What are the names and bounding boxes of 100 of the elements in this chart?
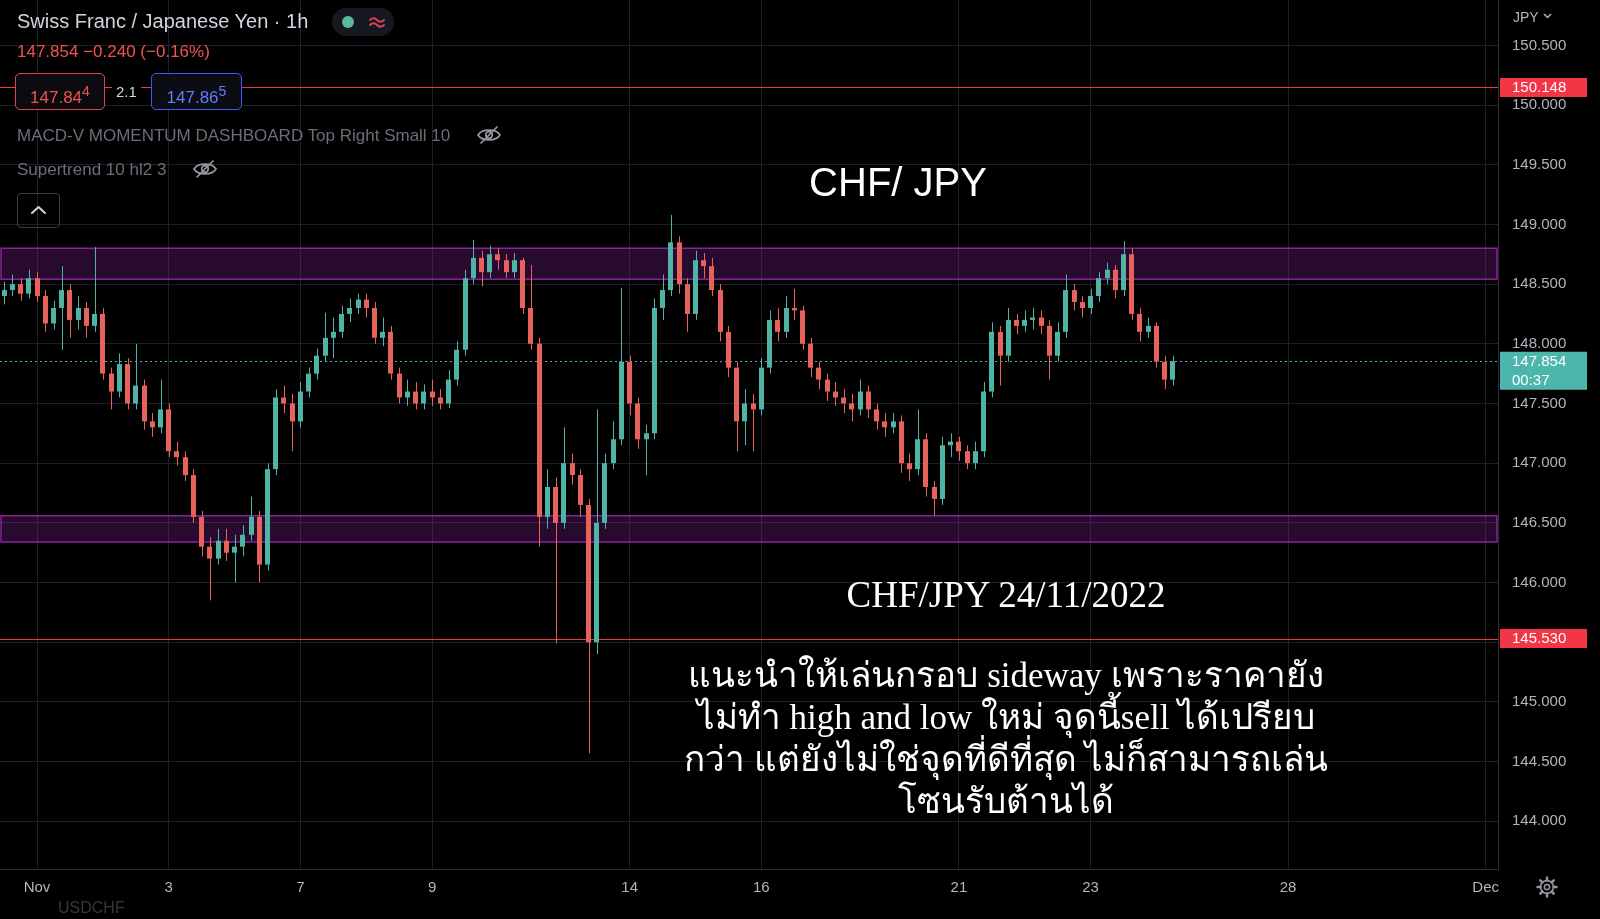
candlestick	[347, 297, 352, 323]
candlestick	[1088, 288, 1093, 315]
y-tick-label: 146.500	[1512, 512, 1567, 530]
candlestick	[1039, 309, 1044, 335]
candlestick	[808, 337, 813, 378]
candlestick	[825, 373, 830, 402]
annotation: แนะนำให้เล่นกรอบ sideway เพราะราคายัง ไม่ทำ high and low ใหม่ จุดนี้sell ได้เปรียบ กว่า แต่ยังไม่ใช่จุดที่ดีที่สุด ไม่ก็สามารถเล่น โซนรับต้านได้	[683, 655, 1329, 823]
y-tick-label: 146.000	[1512, 572, 1567, 590]
candlestick	[1072, 283, 1077, 311]
candlestick	[471, 239, 476, 285]
candlestick	[644, 424, 649, 476]
candlestick	[858, 379, 863, 416]
y-tick-label: 148.000	[1512, 333, 1567, 351]
candlestick	[232, 534, 237, 584]
candlestick	[109, 367, 114, 410]
candlestick	[1162, 355, 1167, 390]
y-tick-label: 145.000	[1512, 692, 1567, 710]
candlestick	[1096, 271, 1101, 303]
candlestick	[397, 367, 402, 404]
ref-line-label: 150.148	[1512, 78, 1567, 96]
candlestick	[224, 528, 229, 562]
y-tick-label: 147.000	[1512, 453, 1567, 471]
x-tick-label: 9	[427, 878, 437, 896]
candlestick	[158, 379, 163, 434]
candlestick	[784, 295, 789, 339]
text: Swiss Franc / Japanese Yen · 1h	[17, 10, 309, 33]
candlestick	[249, 496, 254, 542]
candlestick	[306, 367, 311, 398]
text: CHF/ JPY	[809, 159, 987, 205]
candlestick	[18, 277, 23, 302]
x-tick-label: 16	[753, 878, 770, 896]
ref-line-label: 147.854 00:37	[1512, 351, 1567, 388]
y-tick-label: 150.500	[1512, 35, 1567, 53]
candlestick	[973, 441, 978, 470]
candlestick	[51, 300, 56, 330]
candlestick	[356, 293, 361, 315]
candlestick	[413, 381, 418, 410]
candlestick	[956, 436, 961, 462]
candlestick	[281, 385, 286, 414]
candlestick	[742, 388, 747, 446]
candlestick	[965, 444, 970, 470]
annotation: Supertrend 10 hl2 3	[17, 160, 167, 180]
candlestick	[849, 393, 854, 422]
candlestick	[2, 281, 7, 305]
candlestick	[446, 369, 451, 409]
candlestick	[1146, 317, 1151, 339]
y-tick-label: 147.500	[1512, 393, 1567, 411]
y-tick-label: 149.000	[1512, 214, 1567, 232]
y-tick-label: 144.000	[1512, 811, 1567, 829]
y-tick-label: 144.500	[1512, 751, 1567, 769]
y-tick-label: 148.500	[1512, 274, 1567, 292]
candlestick	[1113, 264, 1118, 299]
y-tick-label: 149.500	[1512, 154, 1567, 172]
candlestick	[26, 269, 31, 299]
candlestick	[92, 246, 97, 333]
candlestick	[891, 412, 896, 434]
candlestick	[207, 536, 212, 601]
candlestick	[421, 383, 426, 410]
candlestick	[150, 412, 155, 438]
candlestick	[751, 393, 756, 452]
x-tick-label: 14	[621, 878, 638, 896]
candlestick	[816, 361, 821, 390]
annotation: 147.86$^{5}$	[151, 73, 242, 110]
candlestick	[882, 412, 887, 438]
y-tick-label: 150.000	[1512, 95, 1567, 113]
candlestick	[1014, 313, 1019, 335]
annotation: CHF/JPY 24/11/2022	[846, 574, 1166, 617]
x-tick-label: Dec	[1472, 878, 1500, 896]
candlestick	[487, 245, 492, 279]
y-axis-title: JPY	[1513, 9, 1539, 26]
candlestick	[290, 393, 295, 452]
candlestick	[907, 453, 912, 482]
candlestick	[84, 301, 89, 339]
candlestick	[570, 453, 575, 486]
candlestick	[998, 325, 1003, 387]
annotation: 2.1	[112, 83, 141, 101]
candlestick	[512, 252, 517, 279]
candlestick	[10, 274, 15, 297]
ref-line-label: 145.530	[1512, 629, 1567, 647]
text: USDCHF	[58, 899, 125, 918]
candlestick	[76, 295, 81, 330]
candlestick	[1080, 295, 1085, 319]
x-tick-label: 28	[1279, 878, 1297, 896]
candlestick	[331, 317, 336, 359]
candlestick	[866, 385, 871, 419]
candlestick	[709, 257, 714, 297]
annotation: 147.84$^{4}$	[15, 73, 105, 110]
annotation: MACD-V MOMENTUM DASHBOARD Top Right Small 10	[17, 126, 451, 146]
candlestick	[701, 252, 706, 279]
x-tick-label: 23	[1082, 878, 1099, 896]
candlestick	[775, 307, 780, 342]
x-tick-label: 3	[164, 878, 173, 896]
candlestick	[364, 293, 369, 319]
annotation: 147.854 −0.240 (−0.16%)	[17, 42, 210, 62]
candlestick	[380, 317, 385, 347]
candlestick	[495, 247, 500, 271]
candlestick	[841, 388, 846, 414]
x-tick-label: Nov	[23, 878, 51, 896]
candlestick	[35, 271, 40, 303]
candlestick	[611, 420, 616, 470]
